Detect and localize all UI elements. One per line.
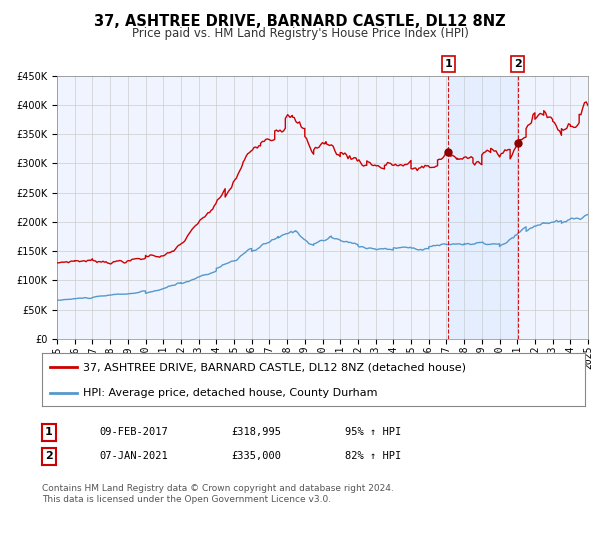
Text: 07-JAN-2021: 07-JAN-2021 [99,451,168,461]
Text: 09-FEB-2017: 09-FEB-2017 [99,427,168,437]
Text: 1: 1 [45,427,53,437]
Text: 1: 1 [445,59,452,69]
Text: 37, ASHTREE DRIVE, BARNARD CASTLE, DL12 8NZ: 37, ASHTREE DRIVE, BARNARD CASTLE, DL12 … [94,14,506,29]
Text: Price paid vs. HM Land Registry's House Price Index (HPI): Price paid vs. HM Land Registry's House … [131,27,469,40]
Text: HPI: Average price, detached house, County Durham: HPI: Average price, detached house, Coun… [83,388,377,398]
Text: 95% ↑ HPI: 95% ↑ HPI [345,427,401,437]
Text: 37, ASHTREE DRIVE, BARNARD CASTLE, DL12 8NZ (detached house): 37, ASHTREE DRIVE, BARNARD CASTLE, DL12 … [83,362,466,372]
Text: £318,995: £318,995 [231,427,281,437]
Text: £335,000: £335,000 [231,451,281,461]
Bar [448,76,518,339]
Text: Contains HM Land Registry data © Crown copyright and database right 2024.
This d: Contains HM Land Registry data © Crown c… [42,484,394,504]
Text: 82% ↑ HPI: 82% ↑ HPI [345,451,401,461]
Text: 2: 2 [514,59,521,69]
Text: 2: 2 [45,451,53,461]
